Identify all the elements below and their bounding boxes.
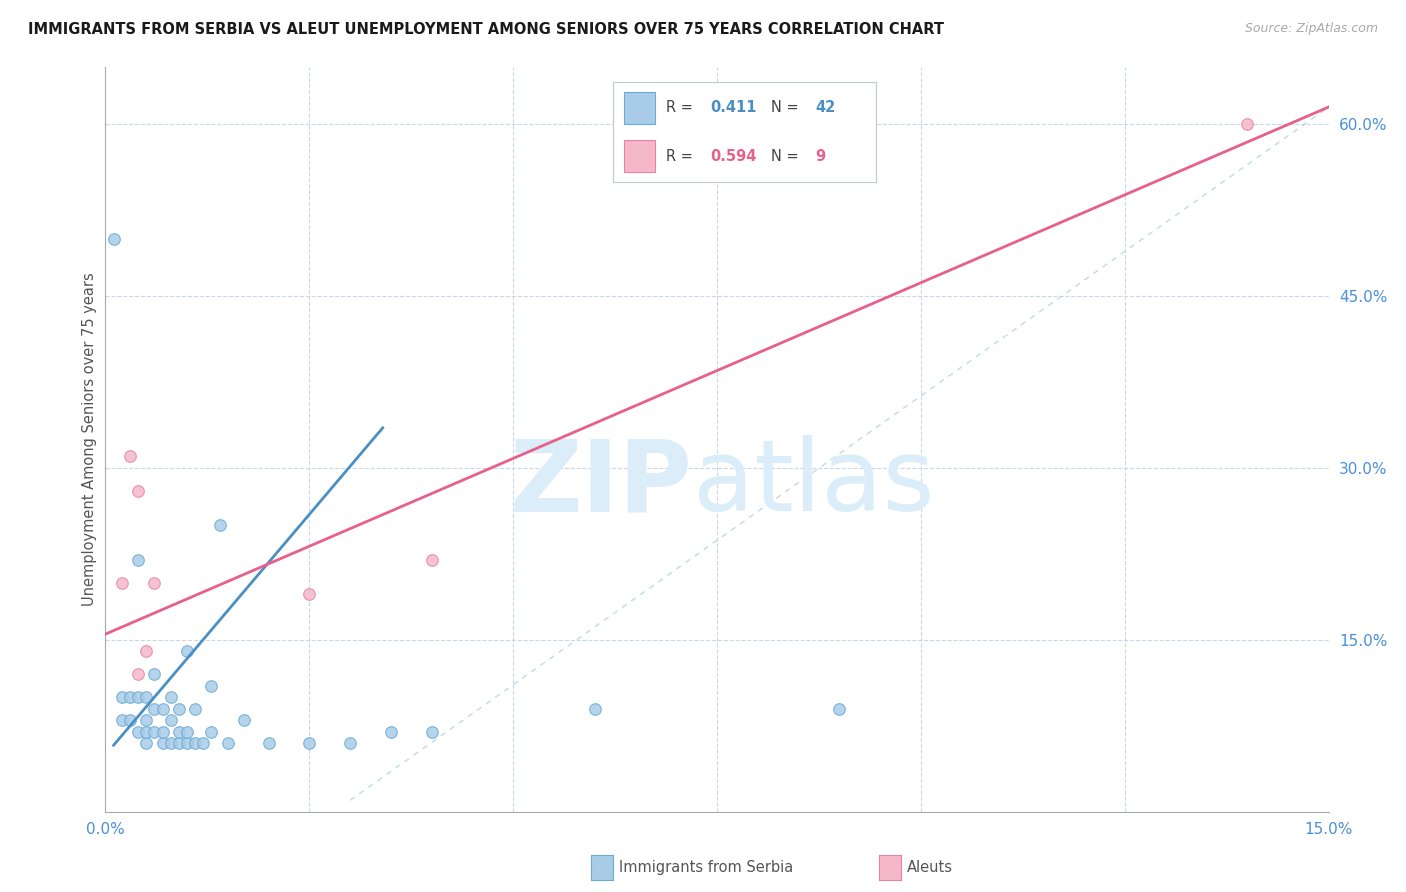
Point (111, 713, 134, 727)
Text: ZIP: ZIP (510, 435, 693, 533)
Bar (624, 92, 655, 124)
Point (200, 724, 222, 739)
Point (200, 679, 222, 693)
Text: IMMIGRANTS FROM SERBIA VS ALEUT UNEMPLOYMENT AMONG SENIORS OVER 75 YEARS CORRELA: IMMIGRANTS FROM SERBIA VS ALEUT UNEMPLOY… (28, 22, 943, 37)
Text: Immigrants from Serbia: Immigrants from Serbia (619, 860, 793, 874)
Point (233, 713, 256, 727)
Point (127, 690, 149, 705)
Text: Aleuts: Aleuts (907, 860, 953, 874)
Point (176, 644, 198, 658)
Point (152, 724, 174, 739)
Point (159, 713, 181, 727)
Point (152, 736, 174, 750)
Point (159, 736, 181, 750)
Text: Source: ZipAtlas.com: Source: ZipAtlas.com (1244, 22, 1378, 36)
Point (1236, 117, 1258, 131)
Point (298, 587, 321, 601)
Y-axis label: Unemployment Among Seniors over 75 years: Unemployment Among Seniors over 75 years (82, 272, 97, 607)
Point (298, 736, 321, 750)
Point (143, 575, 166, 590)
Text: 9: 9 (815, 149, 825, 164)
Point (111, 575, 134, 590)
Point (127, 552, 149, 566)
Point (152, 701, 174, 715)
Point (103, 232, 125, 246)
Point (420, 724, 443, 739)
Text: 42: 42 (815, 101, 835, 115)
Text: N =: N = (770, 149, 803, 164)
Text: atlas: atlas (693, 435, 934, 533)
Point (176, 736, 198, 750)
Point (118, 450, 141, 464)
Point (167, 736, 190, 750)
Point (135, 736, 157, 750)
Text: 0.594: 0.594 (710, 149, 756, 164)
Text: R =: R = (665, 149, 697, 164)
Point (135, 724, 157, 739)
Point (420, 552, 443, 566)
Text: N =: N = (770, 101, 803, 115)
Point (828, 701, 851, 715)
Point (111, 690, 134, 705)
Point (217, 736, 239, 750)
Point (135, 713, 157, 727)
Point (380, 724, 402, 739)
Point (184, 736, 207, 750)
Text: R =: R = (665, 101, 697, 115)
Point (135, 644, 157, 658)
Point (118, 713, 141, 727)
Point (127, 667, 149, 681)
Point (208, 518, 231, 533)
Point (184, 701, 207, 715)
Point (257, 736, 280, 750)
Point (159, 690, 181, 705)
Point (167, 701, 190, 715)
Point (167, 724, 190, 739)
Point (339, 736, 361, 750)
Point (143, 701, 166, 715)
Point (583, 701, 606, 715)
Point (193, 736, 215, 750)
Bar (624, 140, 655, 172)
Point (118, 690, 141, 705)
Point (127, 483, 149, 498)
Point (143, 724, 166, 739)
Point (135, 690, 157, 705)
Point (176, 724, 198, 739)
Point (143, 667, 166, 681)
Text: 0.411: 0.411 (710, 101, 756, 115)
Point (127, 724, 149, 739)
